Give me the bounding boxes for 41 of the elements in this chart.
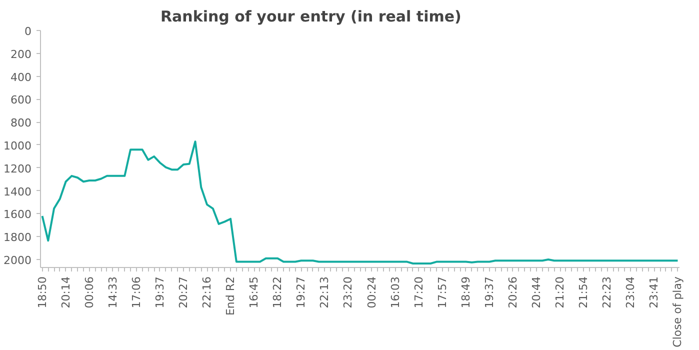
x-tick-label: 22:13 bbox=[318, 276, 332, 308]
y-tick-label: 400 bbox=[10, 70, 32, 84]
x-tick-label: 19:27 bbox=[294, 276, 308, 308]
x-tick-label: 20:44 bbox=[530, 276, 544, 308]
y-tick-label: 1000 bbox=[4, 139, 32, 152]
x-tick-label: 16:45 bbox=[248, 276, 261, 308]
x-tick-label: 20:27 bbox=[176, 276, 190, 308]
line-series bbox=[41, 140, 679, 264]
x-tick-label: 22:23 bbox=[600, 276, 614, 308]
y-tick-label: 0 bbox=[24, 25, 32, 38]
x-tick-label: 20:26 bbox=[506, 276, 520, 308]
x-tick-label: 21:20 bbox=[554, 276, 567, 308]
chart-title: Ranking of your entry (in real time) bbox=[160, 8, 462, 26]
x-tick-label: 23:41 bbox=[648, 276, 661, 308]
x-tick-label: 20:14 bbox=[59, 276, 72, 308]
y-tick-label: 1400 bbox=[4, 185, 32, 198]
y-tick-label: 600 bbox=[10, 94, 32, 107]
x-tick-label: 19:37 bbox=[482, 276, 496, 308]
x-tick-label: 17:06 bbox=[130, 276, 143, 308]
x-tick-label: 14:33 bbox=[106, 276, 120, 308]
x-tick-label: 16:03 bbox=[388, 276, 402, 308]
x-tick-label: 19:37 bbox=[153, 276, 166, 308]
x-tick-label: 18:22 bbox=[271, 276, 284, 308]
x-tick-label: 18:50 bbox=[36, 276, 49, 308]
x-tick-label: 17:57 bbox=[436, 276, 449, 308]
y-tick-label: 1600 bbox=[4, 208, 32, 222]
x-tick-label: 23:04 bbox=[624, 276, 638, 308]
x-tick-label: 00:06 bbox=[82, 276, 96, 308]
x-tick-label: 23:20 bbox=[342, 276, 355, 308]
x-tick-label: End R2 bbox=[224, 276, 238, 316]
x-tick-label: Close of play bbox=[671, 276, 684, 348]
x-tick-label: 21:54 bbox=[577, 276, 590, 308]
y-tick-label: 2000 bbox=[4, 254, 32, 267]
x-tick-label: 22:16 bbox=[200, 276, 214, 308]
x-tick-label: 17:20 bbox=[412, 276, 426, 308]
y-tick-label: 200 bbox=[10, 48, 32, 61]
x-tick-label: 18:49 bbox=[459, 276, 472, 308]
y-tick-label: 800 bbox=[10, 116, 32, 130]
x-tick-label: 00:24 bbox=[365, 276, 378, 308]
y-tick-label: 1800 bbox=[4, 231, 32, 244]
y-tick-label: 1200 bbox=[4, 162, 32, 176]
